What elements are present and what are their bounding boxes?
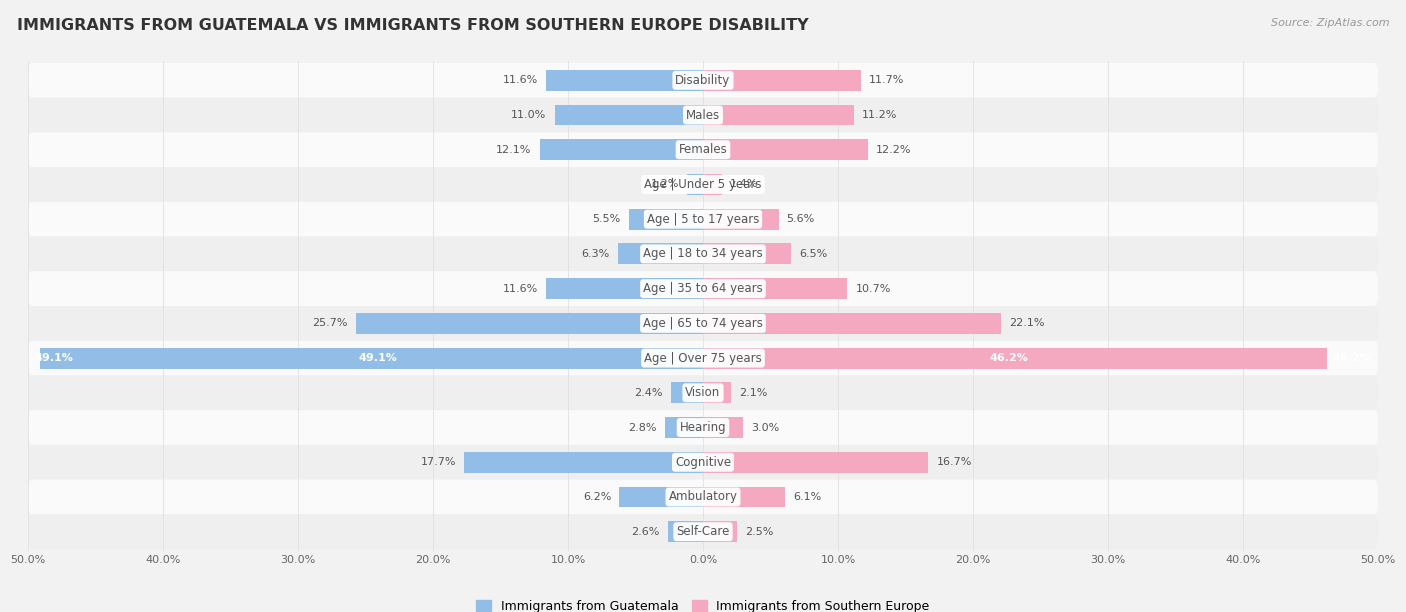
Bar [547, 278, 703, 299]
Text: 11.2%: 11.2% [862, 110, 897, 120]
Text: 2.1%: 2.1% [740, 388, 768, 398]
Text: 49.1%: 49.1% [35, 353, 73, 363]
Text: Hearing: Hearing [679, 421, 727, 434]
Text: 1.2%: 1.2% [651, 179, 679, 190]
FancyBboxPatch shape [28, 410, 1378, 445]
FancyBboxPatch shape [28, 202, 1378, 237]
Bar [41, 348, 703, 368]
Bar [540, 140, 703, 160]
Text: Age | 65 to 74 years: Age | 65 to 74 years [643, 317, 763, 330]
FancyBboxPatch shape [28, 306, 1378, 341]
Text: 25.7%: 25.7% [312, 318, 349, 329]
Bar [703, 313, 1001, 334]
Bar [703, 452, 928, 472]
FancyBboxPatch shape [28, 271, 1378, 306]
Bar [703, 521, 737, 542]
Bar [619, 487, 703, 507]
Bar [686, 174, 703, 195]
Bar [665, 417, 703, 438]
Text: Age | 18 to 34 years: Age | 18 to 34 years [643, 247, 763, 261]
FancyBboxPatch shape [28, 132, 1378, 167]
Bar [464, 452, 703, 472]
Text: Source: ZipAtlas.com: Source: ZipAtlas.com [1271, 18, 1389, 28]
Text: 11.0%: 11.0% [512, 110, 547, 120]
Text: Age | Over 75 years: Age | Over 75 years [644, 351, 762, 365]
Text: Vision: Vision [685, 386, 721, 399]
Text: 5.5%: 5.5% [592, 214, 620, 224]
Text: 49.1%: 49.1% [359, 353, 396, 363]
Text: 11.7%: 11.7% [869, 75, 904, 85]
Text: 5.6%: 5.6% [787, 214, 815, 224]
Text: Ambulatory: Ambulatory [668, 490, 738, 504]
FancyBboxPatch shape [28, 237, 1378, 271]
Text: Males: Males [686, 108, 720, 122]
Bar [703, 70, 860, 91]
Text: Cognitive: Cognitive [675, 456, 731, 469]
FancyBboxPatch shape [28, 341, 1378, 375]
Text: 46.2%: 46.2% [1333, 353, 1371, 363]
Bar [703, 244, 790, 264]
Text: 6.2%: 6.2% [583, 492, 612, 502]
Bar [703, 174, 721, 195]
FancyBboxPatch shape [28, 375, 1378, 410]
Bar [703, 105, 855, 125]
Text: 6.1%: 6.1% [793, 492, 821, 502]
Bar [703, 140, 868, 160]
Text: Self-Care: Self-Care [676, 525, 730, 538]
Text: 1.4%: 1.4% [730, 179, 758, 190]
Legend: Immigrants from Guatemala, Immigrants from Southern Europe: Immigrants from Guatemala, Immigrants fr… [471, 595, 935, 612]
FancyBboxPatch shape [28, 445, 1378, 480]
Bar [703, 382, 731, 403]
Bar [619, 244, 703, 264]
FancyBboxPatch shape [28, 514, 1378, 549]
Text: 12.2%: 12.2% [876, 145, 911, 155]
Bar [703, 487, 786, 507]
Text: 16.7%: 16.7% [936, 457, 972, 467]
Bar [703, 348, 1327, 368]
Text: IMMIGRANTS FROM GUATEMALA VS IMMIGRANTS FROM SOUTHERN EUROPE DISABILITY: IMMIGRANTS FROM GUATEMALA VS IMMIGRANTS … [17, 18, 808, 34]
Text: 2.8%: 2.8% [628, 422, 657, 433]
Text: 11.6%: 11.6% [503, 75, 538, 85]
Text: Females: Females [679, 143, 727, 156]
Bar [703, 417, 744, 438]
FancyBboxPatch shape [28, 480, 1378, 514]
FancyBboxPatch shape [28, 167, 1378, 202]
Text: 11.6%: 11.6% [503, 283, 538, 294]
Text: 12.1%: 12.1% [496, 145, 531, 155]
Bar [554, 105, 703, 125]
Text: 46.2%: 46.2% [990, 353, 1028, 363]
Text: 6.3%: 6.3% [582, 249, 610, 259]
Bar [356, 313, 703, 334]
Text: Age | Under 5 years: Age | Under 5 years [644, 178, 762, 191]
Text: 2.4%: 2.4% [634, 388, 662, 398]
Bar [703, 209, 779, 230]
Bar [547, 70, 703, 91]
Bar [628, 209, 703, 230]
Bar [668, 521, 703, 542]
Text: 2.5%: 2.5% [745, 527, 773, 537]
Text: 10.7%: 10.7% [855, 283, 891, 294]
Text: 2.6%: 2.6% [631, 527, 659, 537]
Text: 6.5%: 6.5% [799, 249, 827, 259]
Bar [703, 278, 848, 299]
Bar [671, 382, 703, 403]
Text: Age | 5 to 17 years: Age | 5 to 17 years [647, 213, 759, 226]
FancyBboxPatch shape [28, 98, 1378, 132]
Text: 17.7%: 17.7% [420, 457, 456, 467]
Text: 3.0%: 3.0% [752, 422, 780, 433]
Text: Age | 35 to 64 years: Age | 35 to 64 years [643, 282, 763, 295]
FancyBboxPatch shape [28, 63, 1378, 98]
Text: 22.1%: 22.1% [1010, 318, 1045, 329]
Text: Disability: Disability [675, 74, 731, 87]
